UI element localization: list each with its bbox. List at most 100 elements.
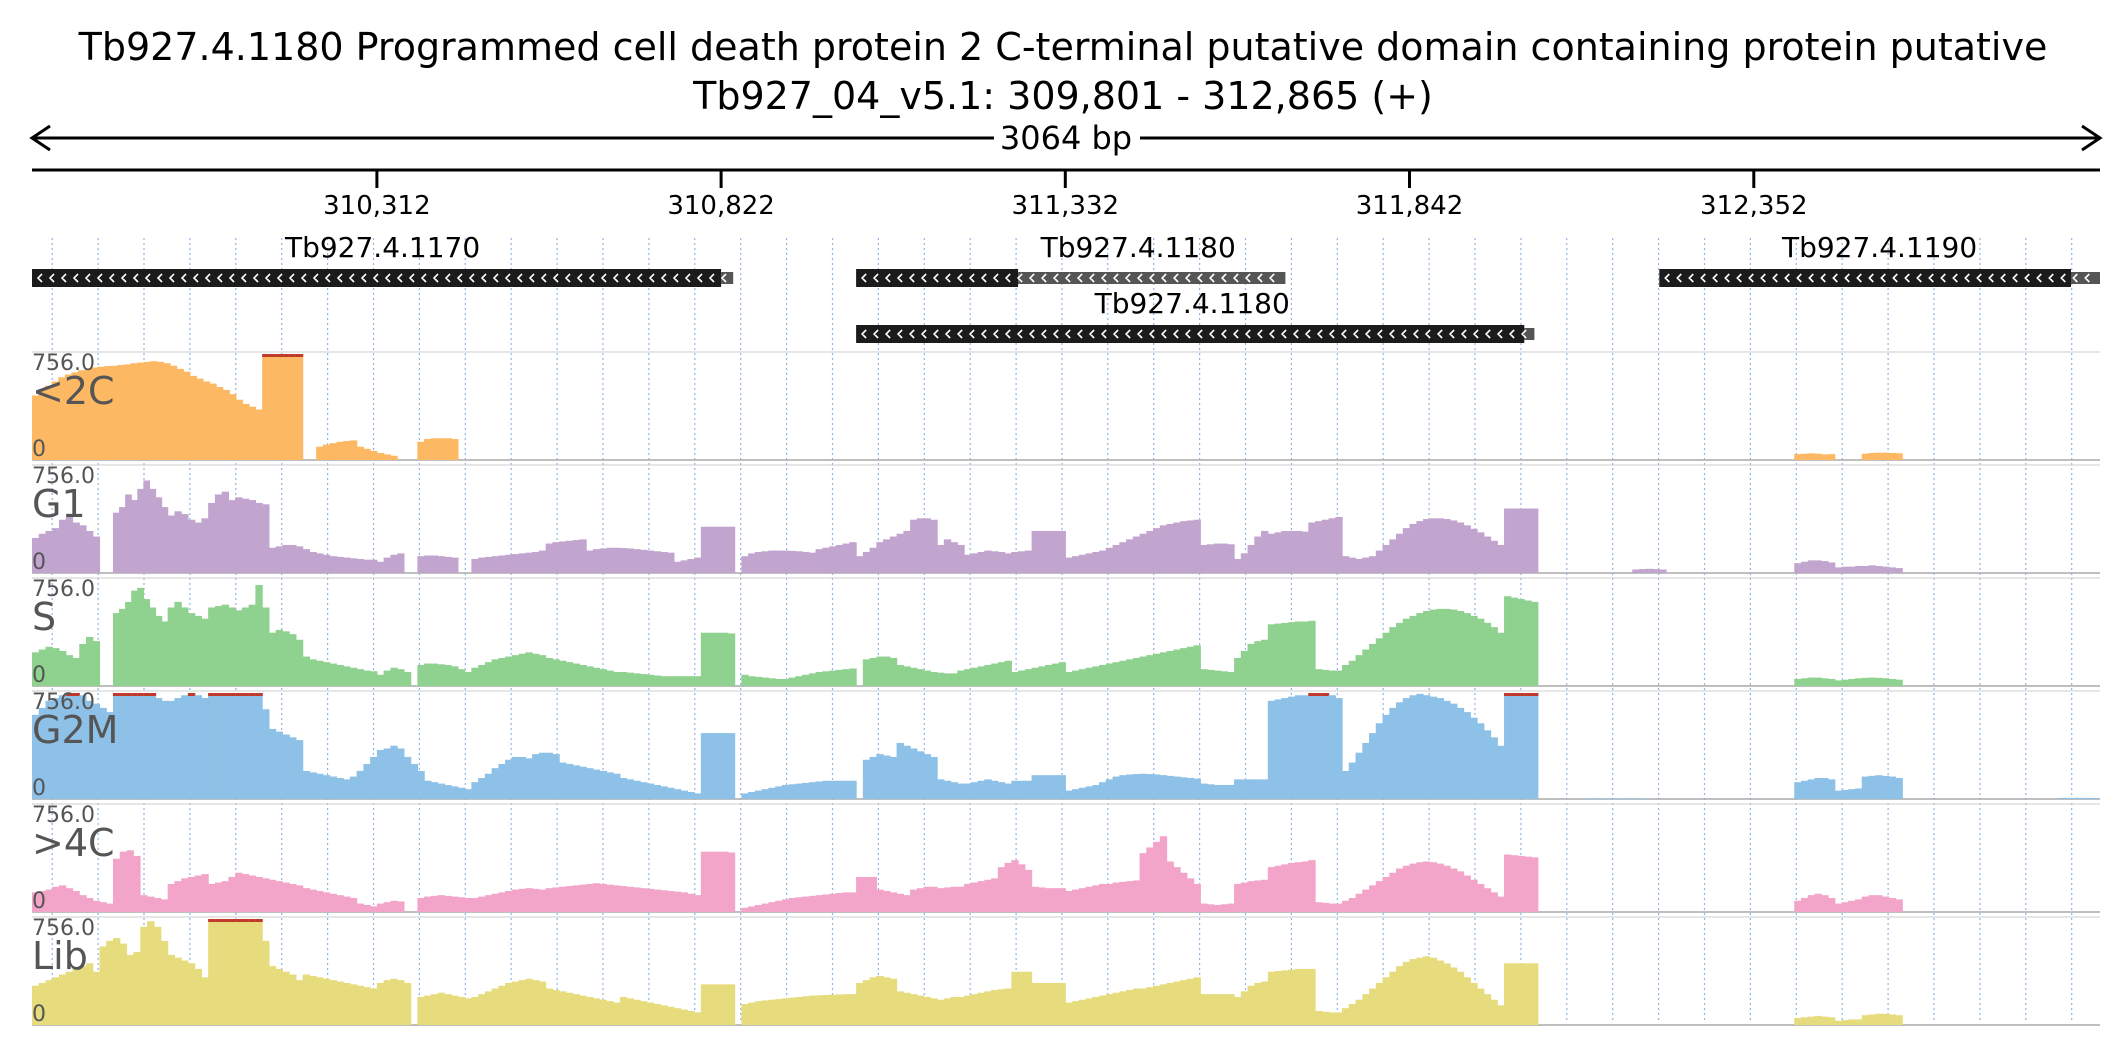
coverage-bar (390, 554, 398, 573)
coverage-bar (775, 678, 783, 686)
coverage-bar (38, 389, 46, 460)
coverage-bar (680, 560, 688, 573)
coverage-bar (1470, 528, 1478, 573)
coverage-bar (1423, 861, 1431, 912)
gene-Tb927-4-1180-3[interactable]: Tb927.4.1180 (856, 287, 1535, 343)
coverage-bar (1261, 639, 1269, 686)
coverage-bar (85, 700, 94, 799)
coverage-bar (1794, 1017, 1802, 1025)
coverage-bar (876, 889, 884, 912)
coverage-bar (511, 889, 520, 912)
coverage-bar (754, 790, 763, 799)
coverage-bar (876, 656, 884, 686)
coverage-bar (754, 904, 763, 912)
coverage-bar (356, 770, 364, 799)
coverage-bar (1524, 856, 1532, 912)
coverage-bar (1281, 970, 1289, 1025)
coverage-bar (640, 549, 648, 573)
coverage-bar (1220, 784, 1228, 799)
coverage-bar (1504, 693, 1512, 799)
coverage-bar (451, 995, 459, 1025)
coverage-bar (241, 607, 250, 686)
coverage-bar (1450, 520, 1458, 573)
coverage-bar (52, 977, 60, 1025)
coverage-bar (633, 887, 641, 912)
coverage-bar (235, 610, 243, 686)
coverage-bar (235, 399, 244, 460)
coverage-bar (1153, 841, 1161, 912)
coverage-bar (430, 438, 439, 460)
track-ymin-label: 0 (32, 1002, 46, 1027)
coverage-bar (680, 892, 688, 912)
coverage-bar (45, 889, 53, 912)
coverage-bar (464, 897, 472, 912)
coverage-bar (1463, 712, 1471, 799)
coverage-bar (430, 555, 439, 573)
coverage-bar (194, 968, 203, 1025)
coverage-bar (275, 629, 283, 686)
gene-Tb927-4-1170-0[interactable]: Tb927.4.1170 (32, 231, 734, 287)
coverage-bar (228, 876, 236, 912)
coverage-bar (1065, 1002, 1073, 1025)
coverage-bar (1639, 569, 1647, 573)
coverage-bar (289, 544, 297, 573)
coverage-bar (262, 940, 270, 1025)
coverage-bar (640, 674, 648, 686)
coverage-bar (262, 504, 270, 573)
gene-label: Tb927.4.1180 (1094, 287, 1290, 320)
coverage-bar (153, 897, 162, 912)
coverage-bar (532, 754, 540, 799)
coverage-bar (1004, 862, 1012, 912)
coverage-bar (1065, 557, 1073, 573)
coverage-bar (835, 893, 844, 912)
coverage-bar (835, 780, 844, 799)
coverage-bar (1092, 784, 1100, 799)
coverage-bar (130, 363, 138, 460)
coverage-bar (363, 448, 371, 460)
coverage-bar (1477, 618, 1485, 686)
coverage-bar (1132, 988, 1141, 1025)
coverage-bar (579, 664, 587, 686)
coverage-bar (714, 984, 722, 1025)
gene-Tb927-4-1180-1[interactable]: Tb927.4.1180 (856, 231, 1286, 287)
coverage-bar (1402, 698, 1411, 799)
coverage-bar (660, 1005, 668, 1025)
coverage-bar (1423, 610, 1431, 686)
gene-strand-chevrons (1664, 273, 2090, 283)
ruler-tick-label: 311,332 (1012, 191, 1120, 221)
coverage-bar (970, 994, 979, 1025)
coverage-bar (667, 890, 675, 912)
coverage-bar (1497, 745, 1505, 799)
plot-subtitle: Tb927_04_v5.1: 309,801 - 312,865 (+) (693, 74, 1433, 118)
coverage-bar (775, 900, 783, 912)
track-name-label: G2M (32, 708, 118, 752)
coverage-bar (241, 693, 250, 799)
coverage-bar (1389, 707, 1397, 799)
coverage-bar (748, 553, 756, 573)
coverage-bar (322, 554, 331, 573)
coverage-bar (1463, 525, 1471, 573)
coverage-bar (1173, 522, 1181, 573)
coverage-bar (149, 488, 157, 573)
coverage-bar (1099, 883, 1107, 912)
coverage-bar (149, 693, 157, 799)
coverage-bar (282, 971, 290, 1025)
coverage-bar (1213, 994, 1222, 1025)
coverage-bar (187, 876, 196, 912)
coverage-bar (1814, 560, 1822, 573)
coverage-bar (125, 693, 132, 799)
coverage-bar (343, 779, 351, 799)
coverage-bar (322, 978, 331, 1025)
coverage-bar (673, 561, 682, 573)
clip-marker (248, 693, 256, 696)
coverage-bar (997, 551, 1006, 573)
coverage-bar (451, 438, 459, 460)
clip-marker (1321, 693, 1330, 696)
coverage-bar (700, 733, 709, 799)
gene-Tb927-4-1190-2[interactable]: Tb927.4.1190 (1659, 231, 2100, 287)
coverage-bar (295, 740, 304, 799)
coverage-bar (896, 533, 904, 573)
clip-marker (72, 693, 80, 696)
coverage-bar (802, 996, 810, 1025)
coverage-bar (289, 737, 297, 799)
